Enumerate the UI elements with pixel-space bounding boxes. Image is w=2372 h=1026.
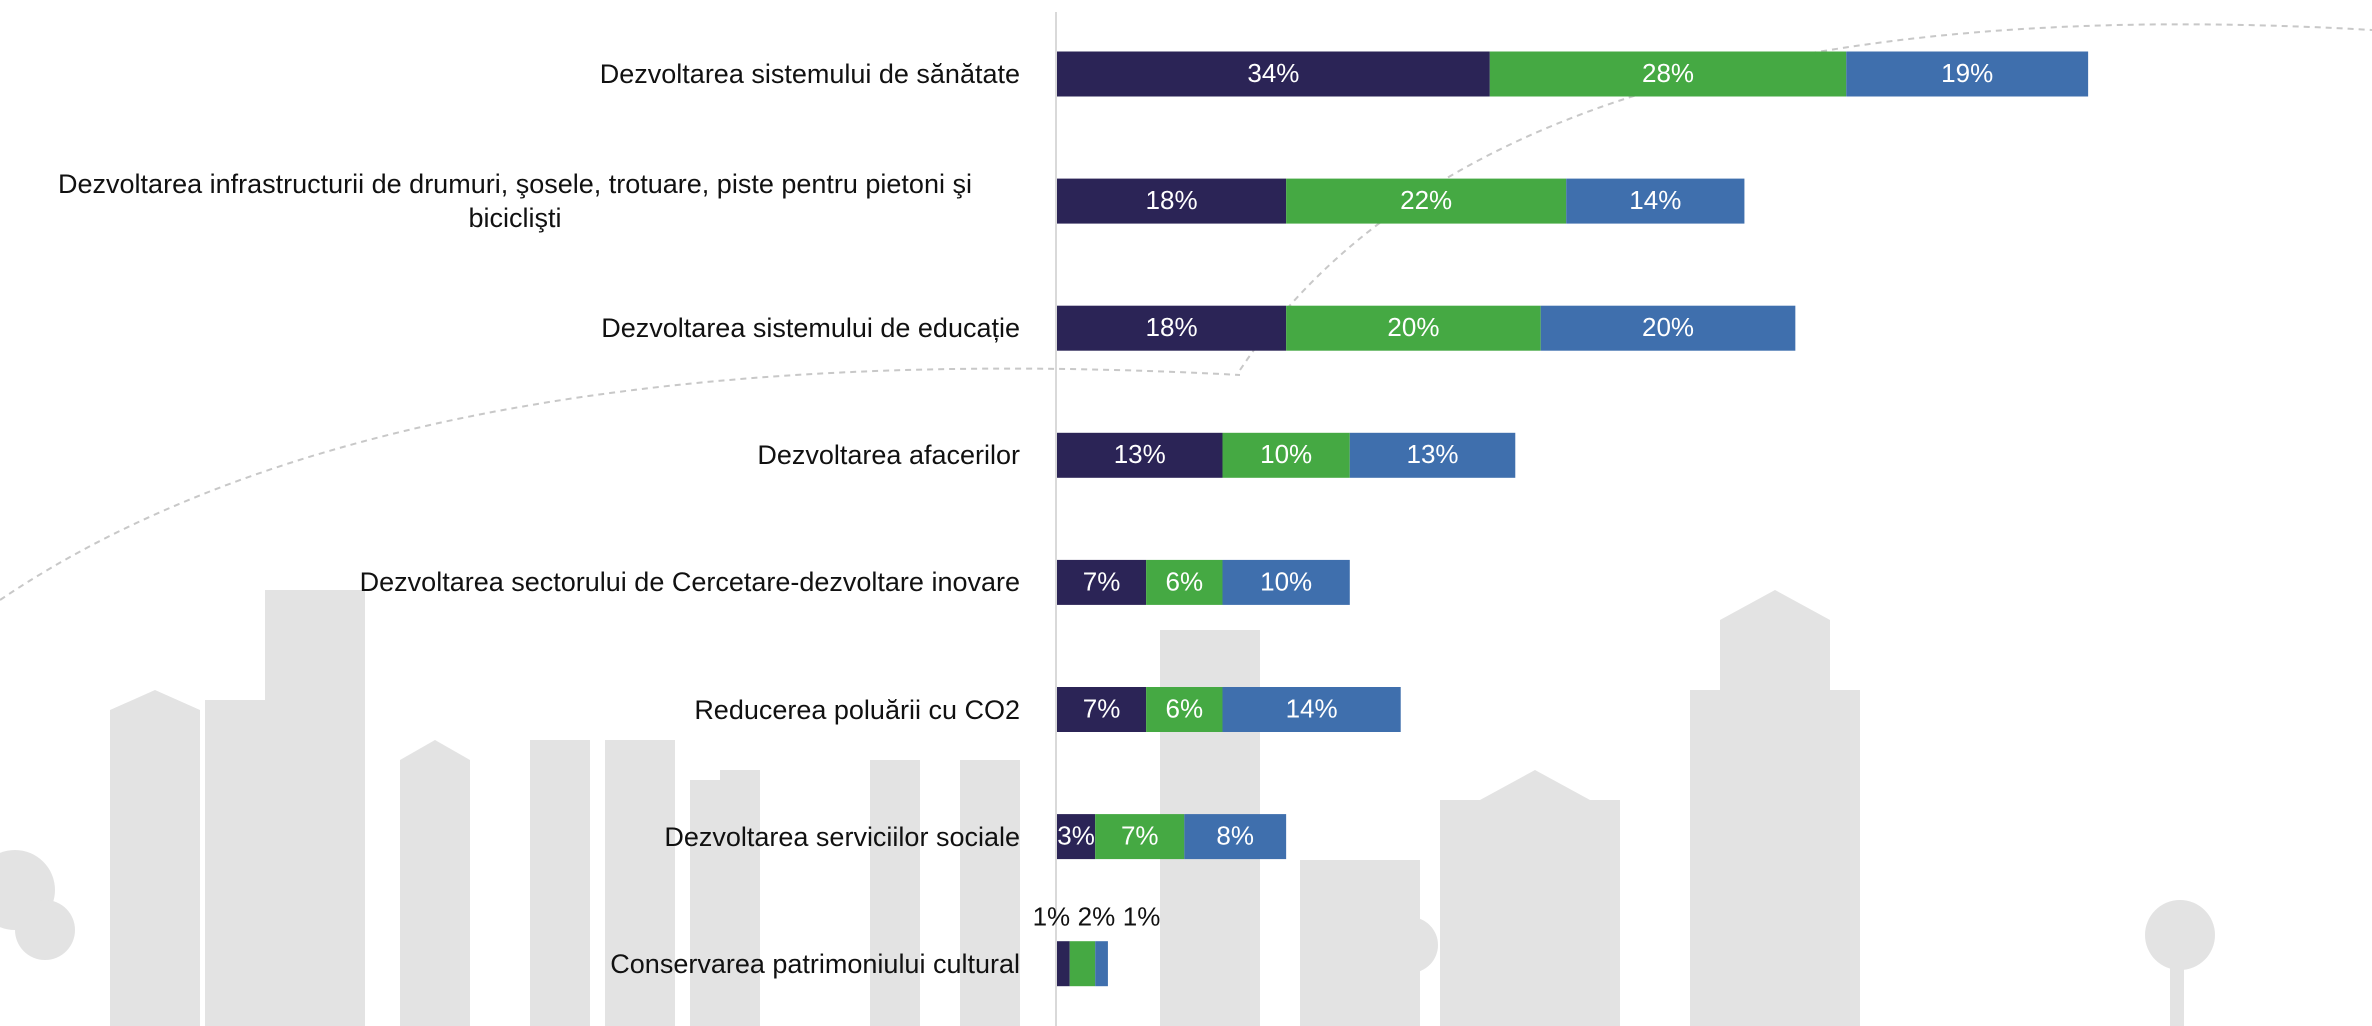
value-label: 7% bbox=[1121, 820, 1159, 850]
category-label-text: Dezvoltarea sectorului de Cercetare-dezv… bbox=[360, 565, 1020, 599]
value-label: 28% bbox=[1642, 58, 1694, 88]
value-label: 2% bbox=[1078, 902, 1116, 932]
bar-segment bbox=[1095, 941, 1108, 986]
value-label: 20% bbox=[1387, 312, 1439, 342]
value-label: 22% bbox=[1400, 185, 1452, 215]
category-label-text: Dezvoltarea afacerilor bbox=[757, 438, 1020, 472]
value-label: 18% bbox=[1146, 185, 1198, 215]
category-label: Dezvoltarea sistemului de educație bbox=[10, 273, 1020, 383]
value-label: 7% bbox=[1083, 566, 1121, 596]
value-label: 6% bbox=[1166, 693, 1204, 723]
category-label-text: Dezvoltarea sistemului de sănătate bbox=[600, 57, 1020, 91]
category-label: Reducerea poluării cu CO2 bbox=[10, 655, 1020, 765]
category-label-text: Dezvoltarea serviciilor sociale bbox=[664, 820, 1020, 854]
category-label: Dezvoltarea infrastructurii de drumuri, … bbox=[10, 146, 1020, 256]
bar-segment bbox=[1070, 941, 1095, 986]
value-label: 8% bbox=[1216, 820, 1254, 850]
category-label-text: Reducerea poluării cu CO2 bbox=[694, 693, 1020, 727]
value-label: 14% bbox=[1629, 185, 1681, 215]
value-label: 13% bbox=[1407, 439, 1459, 469]
value-label: 3% bbox=[1057, 820, 1095, 850]
value-label: 34% bbox=[1247, 58, 1299, 88]
value-label: 1% bbox=[1033, 902, 1071, 932]
value-label: 13% bbox=[1114, 439, 1166, 469]
value-label: 10% bbox=[1260, 566, 1312, 596]
value-label: 19% bbox=[1941, 58, 1993, 88]
value-label: 20% bbox=[1642, 312, 1694, 342]
value-label: 10% bbox=[1260, 439, 1312, 469]
value-label: 6% bbox=[1166, 566, 1204, 596]
category-label-text: Conservarea patrimoniului cultural bbox=[610, 947, 1020, 981]
page: {"chart_data": {"type": "stacked-bar-hor… bbox=[0, 0, 2372, 1026]
category-label: Dezvoltarea serviciilor sociale bbox=[10, 782, 1020, 892]
category-label: Dezvoltarea sectorului de Cercetare-dezv… bbox=[10, 527, 1020, 637]
category-label-text: Dezvoltarea sistemului de educație bbox=[601, 311, 1020, 345]
bar-segment bbox=[1057, 941, 1070, 986]
category-label: Dezvoltarea afacerilor bbox=[10, 400, 1020, 510]
category-label: Conservarea patrimoniului cultural bbox=[10, 909, 1020, 1019]
value-label: 7% bbox=[1083, 693, 1121, 723]
value-label: 14% bbox=[1286, 693, 1338, 723]
value-label: 18% bbox=[1146, 312, 1198, 342]
value-label: 1% bbox=[1123, 902, 1161, 932]
category-label: Dezvoltarea sistemului de sănătate bbox=[10, 19, 1020, 129]
category-label-text: Dezvoltarea infrastructurii de drumuri, … bbox=[10, 167, 1020, 235]
